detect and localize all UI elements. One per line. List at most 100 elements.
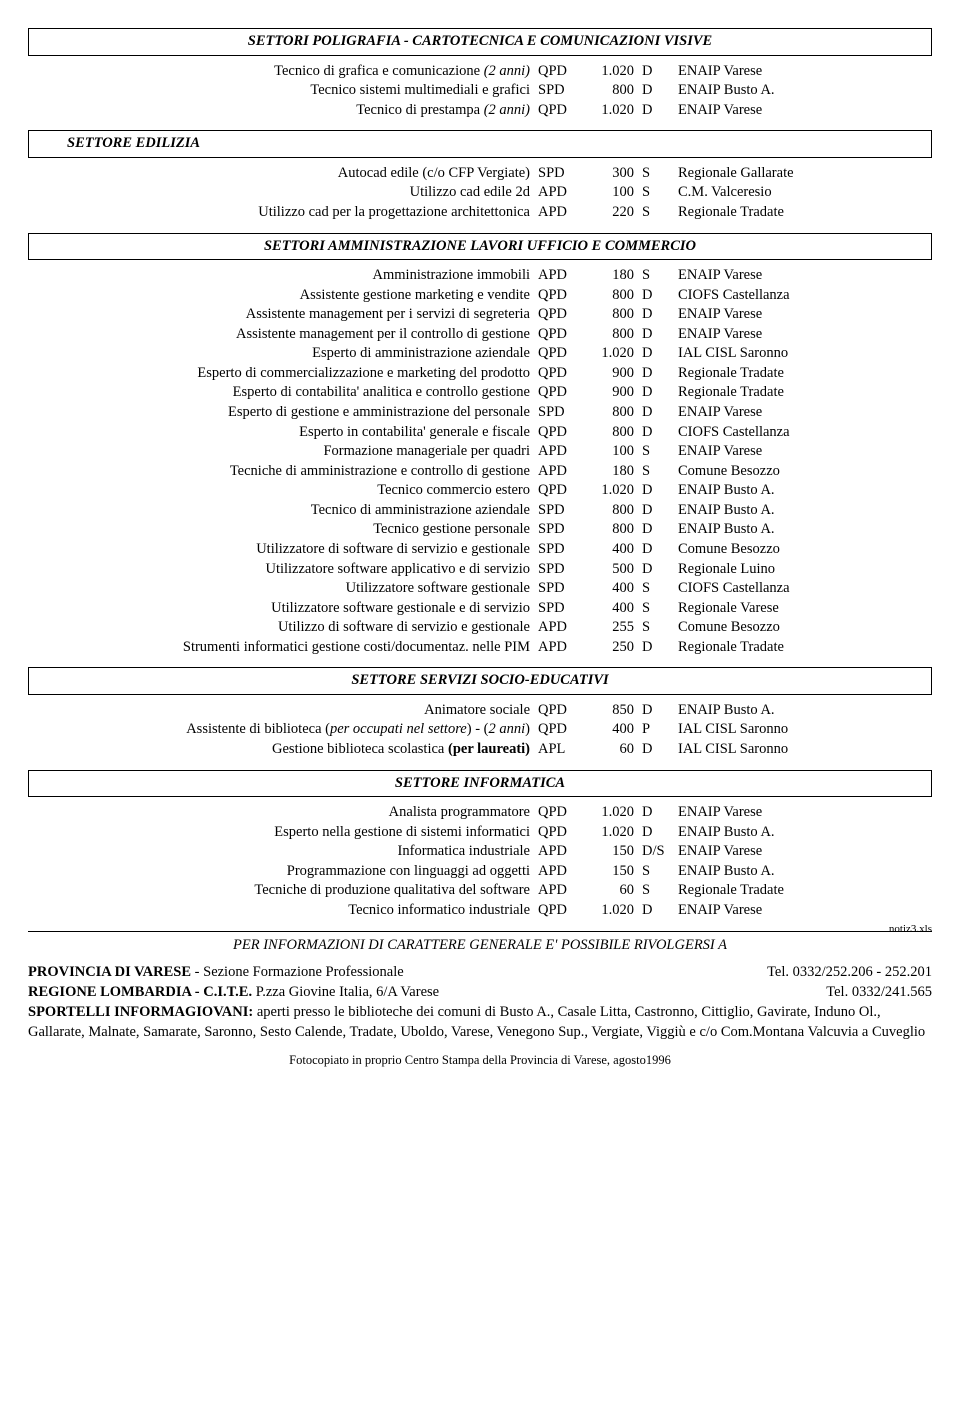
course-code: SPD: [534, 579, 582, 599]
course-code: SPD: [534, 540, 582, 560]
course-mode: D: [638, 81, 674, 101]
colophon: Fotocopiato in proprio Centro Stampa del…: [28, 1052, 932, 1069]
course-code: APD: [534, 183, 582, 203]
course-org: Regionale Luino: [674, 560, 932, 580]
course-mode: D: [638, 481, 674, 501]
course-hours: 800: [582, 305, 638, 325]
course-title: Esperto di contabilita' analitica e cont…: [28, 383, 534, 403]
table-row: Esperto di contabilita' analitica e cont…: [28, 383, 932, 403]
course-mode: S: [638, 266, 674, 286]
contact-regione: REGIONE LOMBARDIA - C.I.T.E. P.zza Giovi…: [28, 983, 932, 1003]
table-row: Utilizzatore software applicativo e di s…: [28, 560, 932, 580]
course-hours: 800: [582, 423, 638, 443]
table-row: Utilizzo di software di servizio e gesti…: [28, 618, 932, 638]
table-row: Analista programmatoreQPD1.020DENAIP Var…: [28, 803, 932, 823]
course-mode: D: [638, 560, 674, 580]
course-org: C.M. Valceresio: [674, 183, 932, 203]
course-title: Autocad edile (c/o CFP Vergiate): [28, 164, 534, 184]
course-title: Amministrazione immobili: [28, 266, 534, 286]
course-org: Comune Besozzo: [674, 462, 932, 482]
course-hours: 150: [582, 842, 638, 862]
course-title: Esperto in contabilita' generale e fisca…: [28, 423, 534, 443]
course-title: Tecnico informatico industriale: [28, 901, 534, 921]
course-org: ENAIP Varese: [674, 62, 932, 82]
course-hours: 220: [582, 203, 638, 223]
course-mode: S: [638, 862, 674, 882]
course-mode: S: [638, 203, 674, 223]
course-title: Assistente di biblioteca (per occupati n…: [28, 720, 534, 740]
course-mode: S: [638, 579, 674, 599]
course-mode: D: [638, 325, 674, 345]
course-org: Regionale Tradate: [674, 638, 932, 658]
table-row: Assistente di biblioteca (per occupati n…: [28, 720, 932, 740]
course-code: QPD: [534, 101, 582, 121]
course-org: CIOFS Castellanza: [674, 579, 932, 599]
course-code: QPD: [534, 720, 582, 740]
table-row: Programmazione con linguaggi ad oggettiA…: [28, 862, 932, 882]
course-hours: 850: [582, 701, 638, 721]
course-hours: 60: [582, 740, 638, 760]
course-hours: 1.020: [582, 481, 638, 501]
course-title: Gestione biblioteca scolastica (per laur…: [28, 740, 534, 760]
course-hours: 400: [582, 540, 638, 560]
course-code: SPD: [534, 81, 582, 101]
course-title: Utilizzatore software applicativo e di s…: [28, 560, 534, 580]
course-mode: D: [638, 286, 674, 306]
course-code: APD: [534, 881, 582, 901]
course-org: Regionale Tradate: [674, 203, 932, 223]
course-hours: 300: [582, 164, 638, 184]
course-mode: D: [638, 383, 674, 403]
contact-provincia: PROVINCIA DI VARESE - Sezione Formazione…: [28, 963, 932, 983]
course-title: Strumenti informatici gestione costi/doc…: [28, 638, 534, 658]
course-hours: 1.020: [582, 901, 638, 921]
course-mode: D: [638, 403, 674, 423]
course-code: QPD: [534, 803, 582, 823]
course-org: Regionale Gallarate: [674, 164, 932, 184]
course-title: Esperto di amministrazione aziendale: [28, 344, 534, 364]
course-title: Utilizzo cad edile 2d: [28, 183, 534, 203]
course-code: QPD: [534, 305, 582, 325]
course-hours: 150: [582, 862, 638, 882]
course-title: Utilizzo di software di servizio e gesti…: [28, 618, 534, 638]
course-mode: D: [638, 823, 674, 843]
course-hours: 800: [582, 520, 638, 540]
course-org: ENAIP Varese: [674, 325, 932, 345]
course-title: Utilizzatore di software di servizio e g…: [28, 540, 534, 560]
course-mode: S: [638, 462, 674, 482]
course-title: Analista programmatore: [28, 803, 534, 823]
course-mode: S: [638, 183, 674, 203]
course-hours: 800: [582, 81, 638, 101]
table-row: Esperto in contabilita' generale e fisca…: [28, 423, 932, 443]
contact-block: PROVINCIA DI VARESE - Sezione Formazione…: [28, 963, 932, 1042]
course-mode: D: [638, 344, 674, 364]
regione-suffix: P.zza Giovine Italia, 6/A Varese: [252, 984, 439, 1000]
section-table: Animatore socialeQPD850DENAIP Busto A.As…: [28, 701, 932, 760]
course-org: Regionale Varese: [674, 599, 932, 619]
course-code: APD: [534, 862, 582, 882]
course-title: Tecnico sistemi multimediali e grafici: [28, 81, 534, 101]
course-title: Utilizzatore software gestionale: [28, 579, 534, 599]
course-mode: D: [638, 803, 674, 823]
course-hours: 800: [582, 325, 638, 345]
course-org: ENAIP Busto A.: [674, 701, 932, 721]
table-row: Esperto di gestione e amministrazione de…: [28, 403, 932, 423]
table-row: Utilizzatore software gestionaleSPD400SC…: [28, 579, 932, 599]
course-hours: 800: [582, 501, 638, 521]
course-hours: 800: [582, 286, 638, 306]
table-row: Tecnico commercio esteroQPD1.020DENAIP B…: [28, 481, 932, 501]
course-code: APD: [534, 618, 582, 638]
course-mode: D: [638, 305, 674, 325]
table-row: Tecnico di prestampa (2 anni)QPD1.020DEN…: [28, 101, 932, 121]
provincia-prefix: PROVINCIA DI VARESE: [28, 964, 191, 980]
table-row: Utilizzatore di software di servizio e g…: [28, 540, 932, 560]
course-org: ENAIP Varese: [674, 266, 932, 286]
course-org: ENAIP Busto A.: [674, 81, 932, 101]
course-hours: 500: [582, 560, 638, 580]
section-table: Autocad edile (c/o CFP Vergiate)SPD300SR…: [28, 164, 932, 223]
course-code: APD: [534, 462, 582, 482]
course-hours: 100: [582, 442, 638, 462]
section-header: SETTORI AMMINISTRAZIONE LAVORI UFFICIO E…: [28, 233, 932, 261]
course-org: Comune Besozzo: [674, 618, 932, 638]
course-code: QPD: [534, 823, 582, 843]
table-row: Tecnico di grafica e comunicazione (2 an…: [28, 62, 932, 82]
